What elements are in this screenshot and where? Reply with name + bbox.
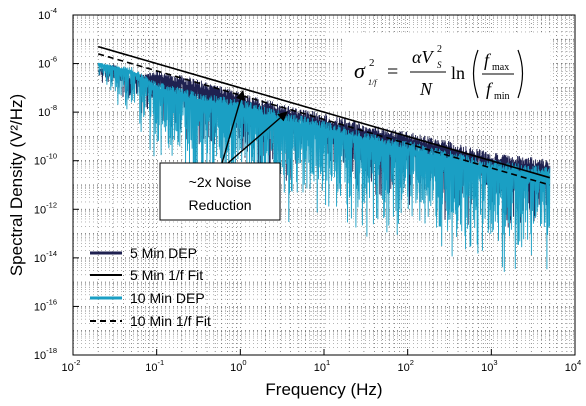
eq-equals: = [387,61,398,83]
y-tick-label: 10-6 [38,55,57,71]
x-tick-label: 104 [565,358,581,374]
x-tick-label: 102 [397,358,413,374]
eq-n: N [419,79,433,99]
x-tick-label: 10-2 [62,358,81,374]
eq-fmin: f [486,79,494,99]
eq-alpha-v: αV [412,47,434,67]
y-tick-label: 10-12 [34,200,57,216]
y-axis-label: Spectral Density (V²/Hz) [7,94,26,276]
eq-left-paren [472,49,479,99]
y-tick-label: 10-10 [34,152,57,168]
axis-ticks [72,14,576,356]
legend: 5 Min DEP 5 Min 1/f Fit 10 Min DEP 10 Mi… [90,245,211,329]
eq-v-sub: S [437,60,442,70]
annotation-line-1: ~2x Noise [189,174,252,190]
noise-reduction-annotation: ~2x Noise Reduction [159,90,288,221]
annotation-box [159,162,281,221]
arrow-to-10min [227,111,288,164]
eq-sigma: σ [354,58,366,83]
eq-sigma-sup: 2 [369,57,375,69]
legend-label-10min-fit: 10 Min 1/f Fit [130,313,211,329]
eq-fmax: f [484,50,492,70]
series-10-min-1-f-fit [97,53,551,186]
eq-fmin-sub: min [494,91,510,102]
eq-sigma-sub: 1/f [368,78,378,87]
annotation-line-2: Reduction [188,197,251,213]
x-axis-label: Frequency (Hz) [265,380,382,399]
y-tick-label: 10-14 [34,249,57,265]
data-series [97,45,551,272]
x-tick-label: 103 [481,358,497,374]
legend-label-5min-dep: 5 Min DEP [130,245,197,261]
series-5-min-1-f-fit [97,45,551,179]
y-tick-label: 10-8 [38,103,57,119]
eq-right-paren [517,49,524,99]
x-tick-label: 10-1 [145,358,164,374]
series-10-min-dep [97,62,551,272]
y-tick-label: 10-16 [34,297,57,313]
eq-v-sup: 2 [437,44,442,55]
arrow-to-5min [221,90,246,164]
y-tick-label: 10-18 [34,346,57,362]
legend-label-5min-fit: 5 Min 1/f Fit [130,267,203,283]
eq-ln: ln [451,63,465,83]
legend-label-10min-dep: 10 Min DEP [130,290,205,306]
x-tick-label: 100 [230,358,246,374]
noise-equation: σ 2 1/f = αV 2 S N ln f max f min [345,34,550,108]
x-tick-label: 101 [314,358,330,374]
eq-fmax-sub: max [492,62,509,73]
y-tick-label: 10-4 [38,6,57,22]
equation-box [345,34,550,108]
